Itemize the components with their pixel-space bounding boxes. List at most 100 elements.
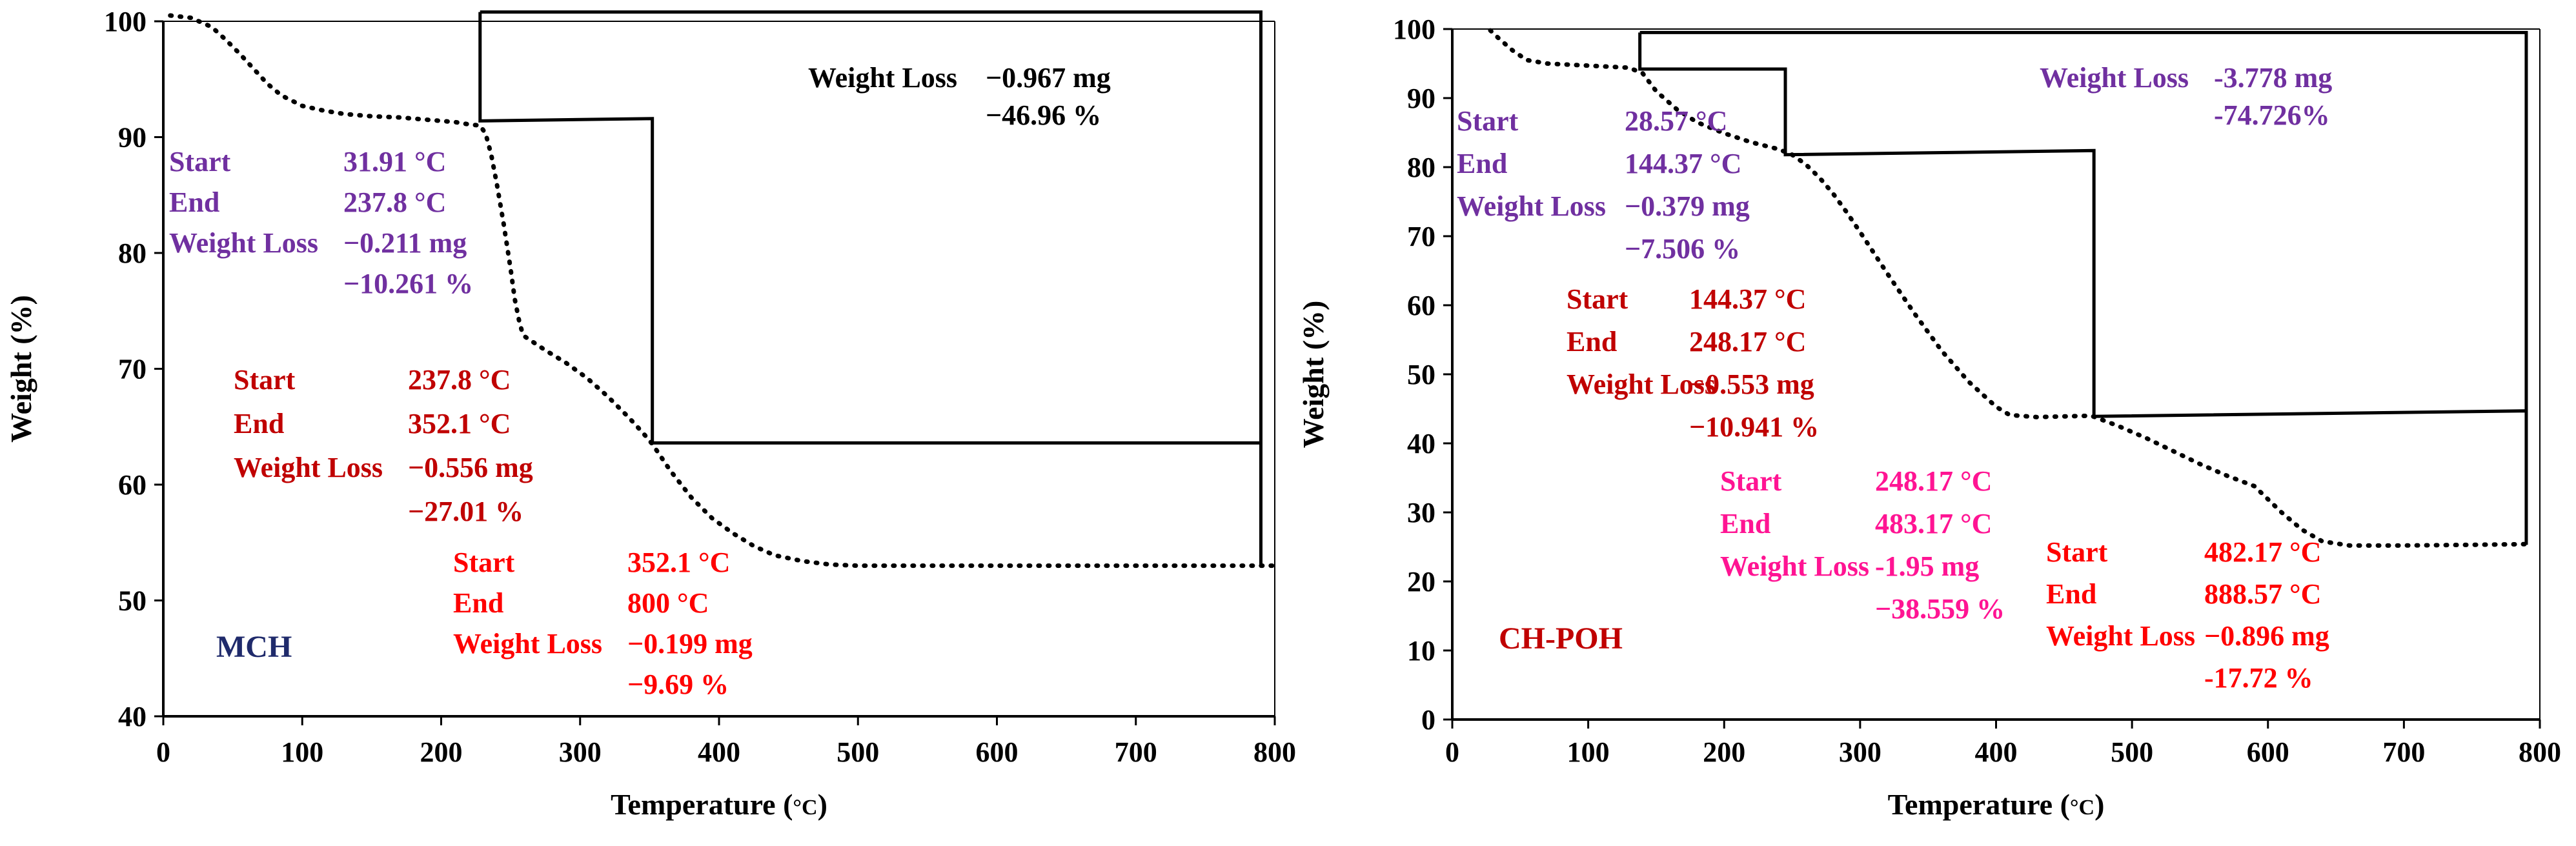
y-tick-label: 100 bbox=[1393, 14, 1435, 45]
annotation-value: −10.261 % bbox=[343, 268, 473, 299]
x-tick-label: 100 bbox=[281, 736, 323, 768]
x-tick-label: 700 bbox=[1115, 736, 1157, 768]
annotation-value: -3.778 mg bbox=[2214, 62, 2332, 94]
sample-label: MCH bbox=[216, 630, 292, 664]
x-tick-label: 200 bbox=[420, 736, 463, 768]
annotation-value: −0.553 mg bbox=[1689, 368, 1814, 400]
x-axis-title-unit: °C bbox=[793, 796, 817, 820]
annotation-block: Start 28.57 °C End 144.37 °C Weight Loss −0.3… bbox=[1457, 105, 1750, 265]
annotation-label: End bbox=[234, 408, 284, 439]
annotation-value: -1.95 mg bbox=[1875, 550, 1979, 582]
annotation-block: Start 237.8 °C End 352.1 °C Weight Loss −0.55… bbox=[234, 364, 533, 527]
annotation-label: Weight Loss bbox=[808, 62, 957, 94]
x-axis-title-prefix: Temperature ( bbox=[1888, 788, 2070, 821]
x-tick-label: 500 bbox=[2111, 736, 2153, 768]
annotation-label: Start bbox=[234, 364, 296, 396]
annotation-value: −46.96 % bbox=[986, 99, 1101, 131]
annotation-label: Weight Loss bbox=[2046, 620, 2195, 652]
annotation-label: Start bbox=[169, 146, 231, 177]
annotation-value: −0.211 mg bbox=[343, 227, 467, 259]
y-axis-title: Weight (%) bbox=[1297, 301, 1330, 448]
annotation-value: −0.967 mg bbox=[986, 62, 1111, 94]
x-axis-title: Temperature (°C) bbox=[1888, 788, 2105, 821]
annotation-label: Start bbox=[1457, 105, 1519, 137]
annotation-label: End bbox=[2046, 578, 2096, 610]
annotation-label: Start bbox=[1720, 465, 1782, 497]
annotation-value: 482.17 °C bbox=[2204, 536, 2321, 568]
annotation-value: 248.17 °C bbox=[1875, 465, 1992, 497]
annotation-value: 31.91 °C bbox=[343, 146, 446, 177]
y-tick-label: 50 bbox=[1407, 359, 1435, 390]
derivative-step-line bbox=[1638, 30, 2528, 545]
annotation-label: Start bbox=[453, 547, 515, 578]
annotation-value: 28.57 °C bbox=[1625, 105, 1727, 137]
annotation-block: Start 352.1 °C End 800 °C Weight Loss −0.199 … bbox=[453, 547, 753, 700]
annotation-label: End bbox=[453, 587, 503, 619]
x-axis-title-prefix: Temperature ( bbox=[611, 788, 793, 821]
annotation-value: 352.1 °C bbox=[408, 408, 511, 439]
x-tick-label: 700 bbox=[2382, 736, 2425, 768]
annotation-value: 352.1 °C bbox=[627, 547, 730, 578]
annotation-label: Weight Loss bbox=[453, 628, 602, 660]
annotation-label: Weight Loss bbox=[2040, 62, 2189, 94]
annotation-value: −9.69 % bbox=[627, 669, 729, 700]
annotation-value: −10.941 % bbox=[1689, 411, 1819, 443]
y-tick-label: 100 bbox=[104, 6, 147, 37]
y-axis-title: Weight (%) bbox=[5, 295, 37, 443]
y-tick-label: 70 bbox=[118, 354, 147, 385]
annotation-label: End bbox=[1720, 508, 1770, 539]
sample-label: CH-POH bbox=[1499, 621, 1623, 656]
x-tick-label: 600 bbox=[976, 736, 1019, 768]
y-tick-label: 50 bbox=[118, 585, 147, 617]
y-tick-label: 40 bbox=[118, 701, 147, 732]
x-tick-label: 0 bbox=[156, 736, 170, 768]
x-tick-label: 0 bbox=[1445, 736, 1459, 768]
y-tick-label: 40 bbox=[1407, 428, 1435, 459]
y-tick-label: 90 bbox=[1407, 83, 1435, 114]
annotation-value: -74.726% bbox=[2214, 99, 2330, 131]
mch-panel: 40 50 60 70 80 90 100 0 100 200 300 400 500 600 700 800… bbox=[5, 6, 1296, 821]
annotation-value: −0.896 mg bbox=[2204, 620, 2329, 652]
y-tick-label: 10 bbox=[1407, 635, 1435, 667]
annotation-label: End bbox=[1567, 326, 1617, 358]
annotation-value: 800 °C bbox=[627, 587, 709, 619]
x-tick-label: 500 bbox=[837, 736, 879, 768]
x-tick-label: 800 bbox=[1253, 736, 1296, 768]
annotation-label: Weight Loss bbox=[234, 452, 383, 483]
y-tick-label: 80 bbox=[118, 237, 147, 269]
y-tick-label: 20 bbox=[1407, 566, 1435, 598]
annotation-label: End bbox=[169, 186, 219, 218]
annotation-value: −0.199 mg bbox=[627, 628, 753, 660]
annotation-label: Weight Loss bbox=[1720, 550, 1869, 582]
x-tick-label: 300 bbox=[1839, 736, 1881, 768]
x-tick-label: 100 bbox=[1567, 736, 1610, 768]
x-axis-title-suffix: ) bbox=[2094, 788, 2104, 821]
annotation-value: 237.8 °C bbox=[408, 364, 511, 396]
y-tick-label: 60 bbox=[118, 469, 147, 501]
annotation-value: −38.559 % bbox=[1875, 593, 2005, 625]
x-axis-title-unit: °C bbox=[2070, 796, 2094, 820]
x-axis-title: Temperature (°C) bbox=[611, 788, 827, 821]
annotation-label: End bbox=[1457, 148, 1507, 179]
derivative-step-line bbox=[478, 10, 1263, 566]
annotation-value: 144.37 °C bbox=[1625, 148, 1741, 179]
y-tick-label: 0 bbox=[1421, 704, 1435, 736]
annotation-block: Start 31.91 °C End 237.8 °C Weight Loss −0.21… bbox=[169, 146, 473, 299]
x-tick-label: 400 bbox=[1975, 736, 2018, 768]
ch-poh-panel: 0 10 20 30 40 50 60 70 80 90 100 0 100 200 300 400 500 60… bbox=[1297, 14, 2561, 821]
annotation-value: −0.556 mg bbox=[408, 452, 533, 483]
y-tick-label: 80 bbox=[1407, 152, 1435, 183]
x-tick-label: 200 bbox=[1703, 736, 1745, 768]
tga-weight-curve bbox=[168, 13, 1277, 569]
annotation-label: Weight Loss bbox=[1567, 368, 1716, 400]
annotation-value: 237.8 °C bbox=[343, 186, 446, 218]
x-tick-label: 600 bbox=[2247, 736, 2289, 768]
annotation-value: 483.17 °C bbox=[1875, 508, 1992, 539]
y-tick-label: 90 bbox=[118, 122, 147, 154]
annotation-value: 888.57 °C bbox=[2204, 578, 2321, 610]
annotation-value: 144.37 °C bbox=[1689, 283, 1806, 315]
annotation-label: Start bbox=[1567, 283, 1628, 315]
